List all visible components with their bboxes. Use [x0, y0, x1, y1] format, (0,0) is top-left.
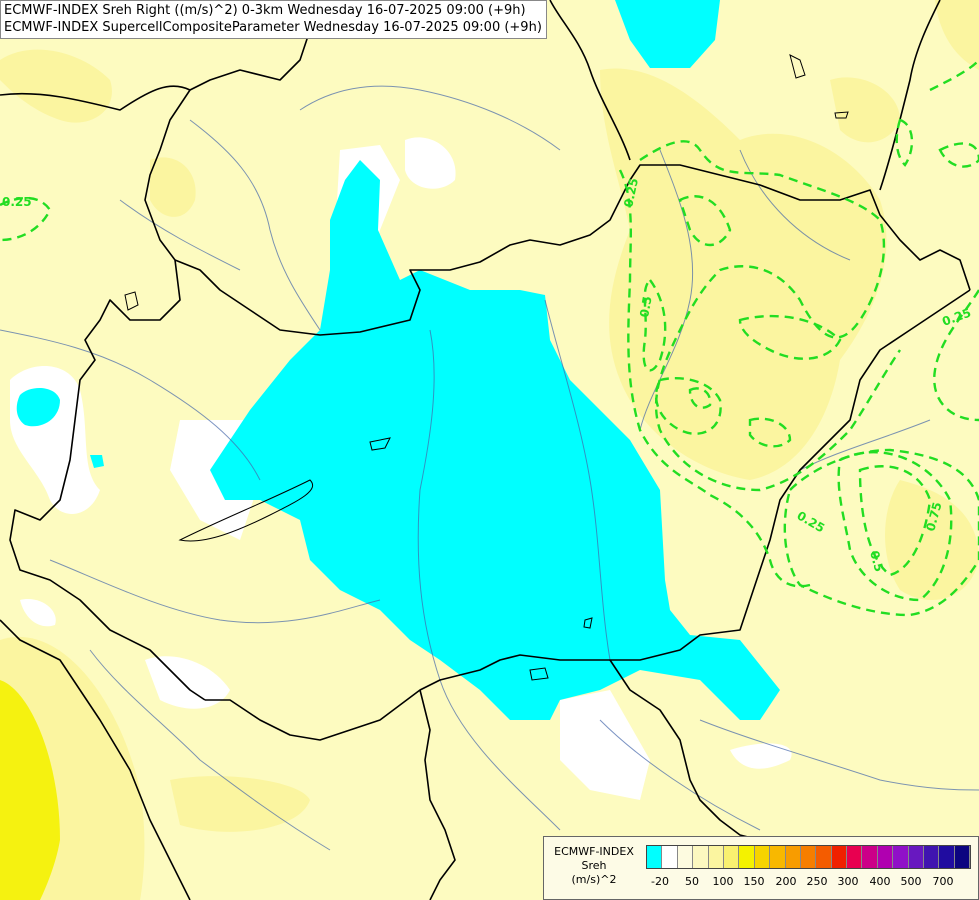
- legend-swatch: [662, 846, 678, 868]
- legend-title-line: Sreh: [581, 859, 607, 872]
- contour-label: 0.25: [2, 195, 32, 209]
- lakes: [124, 54, 849, 681]
- legend-tick-label: 700: [932, 875, 954, 888]
- legend-swatch: [708, 846, 724, 868]
- rivers: [0, 85, 979, 851]
- legend-tick-label: 300: [837, 875, 859, 888]
- strong-yellow-areas: [0, 680, 60, 900]
- legend-swatch: [924, 846, 940, 868]
- legend-swatch: [739, 846, 755, 868]
- color-legend: ECMWF-INDEX Sreh (m/s)^2 -20 50 100 150 200 2…: [543, 836, 979, 900]
- legend-swatch: [677, 846, 694, 868]
- legend-swatch: [939, 846, 955, 868]
- legend-ticks: -20 50 100 150 200 250 300 400 500 700: [646, 875, 976, 891]
- legend-swatch: [723, 846, 740, 868]
- legend-tick-label: 500: [900, 875, 922, 888]
- legend-swatch: [847, 846, 863, 868]
- map-header: ECMWF-INDEX Sreh Right ((m/s)^2) 0-3km W…: [0, 0, 547, 39]
- cyan-areas: [16, 0, 780, 720]
- legend-swatches: [646, 845, 972, 869]
- scp-contours: [0, 59, 979, 617]
- legend-swatch: [693, 846, 709, 868]
- legend-swatch: [800, 846, 817, 868]
- header-line-scp: ECMWF-INDEX SupercellCompositeParameter …: [4, 20, 542, 35]
- legend-tick-label: 400: [869, 875, 891, 888]
- legend-swatch: [908, 846, 925, 868]
- legend-tick-label: 150: [743, 875, 765, 888]
- legend-swatch: [647, 846, 663, 868]
- legend-swatch: [754, 846, 771, 868]
- legend-title-line: ECMWF-INDEX: [554, 845, 634, 858]
- legend-tick-label: 100: [712, 875, 734, 888]
- legend-swatch: [785, 846, 801, 868]
- legend-swatch: [770, 846, 786, 868]
- contour-label: 0.5: [637, 295, 654, 318]
- legend-tick-label: 200: [775, 875, 797, 888]
- legend-swatch: [831, 846, 848, 868]
- contour-label: 0.25: [621, 177, 641, 209]
- legend-tick-label: 250: [806, 875, 828, 888]
- legend-swatch: [893, 846, 909, 868]
- legend-title-line: (m/s)^2: [571, 873, 617, 886]
- legend-tick-label: -20: [651, 875, 669, 888]
- legend-swatch: [816, 846, 832, 868]
- legend-swatch: [877, 846, 894, 868]
- header-line-sreh: ECMWF-INDEX Sreh Right ((m/s)^2) 0-3km W…: [4, 3, 526, 18]
- legend-swatch: [862, 846, 878, 868]
- contour-label: 0.5: [867, 549, 886, 573]
- legend-title: ECMWF-INDEX Sreh (m/s)^2: [548, 845, 640, 887]
- legend-swatch: [954, 846, 971, 868]
- legend-tick-label: 50: [685, 875, 699, 888]
